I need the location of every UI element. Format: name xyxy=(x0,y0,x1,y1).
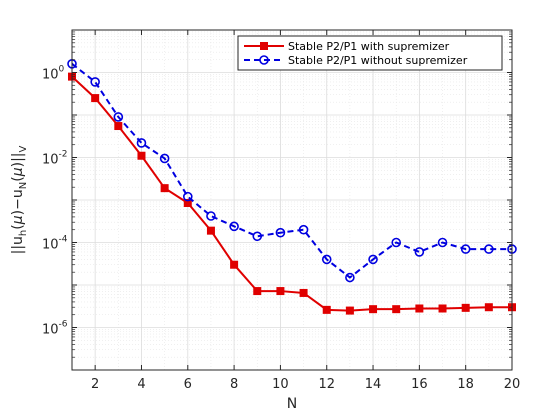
data-point xyxy=(90,77,100,87)
data-point xyxy=(392,305,401,314)
y-tick-label: 10-2 xyxy=(42,150,68,168)
data-point xyxy=(298,224,309,235)
data-point xyxy=(252,231,263,242)
y-tick-label: 10-6 xyxy=(42,320,68,338)
data-point xyxy=(136,138,147,148)
y-tick-labels: 100 10-2 10-4 10-6 xyxy=(42,65,68,338)
x-tick-label: 4 xyxy=(137,377,145,392)
x-tick-label: 14 xyxy=(365,377,382,392)
data-point xyxy=(484,303,493,312)
data-point xyxy=(160,184,169,193)
data-point xyxy=(369,305,378,314)
data-point xyxy=(182,191,193,202)
data-point xyxy=(229,221,239,232)
data-point xyxy=(114,122,123,131)
data-point xyxy=(137,151,146,160)
data-point xyxy=(414,247,425,257)
x-tick-label: 16 xyxy=(411,377,428,392)
data-point xyxy=(322,305,331,314)
data-point xyxy=(438,304,447,313)
data-point xyxy=(183,198,192,207)
legend-label-without-supremizer: Stable P2/P1 without supremizer xyxy=(288,54,468,67)
x-tick-label: 2 xyxy=(91,377,99,392)
x-tick-label: 12 xyxy=(318,377,335,392)
legend-box xyxy=(237,35,503,71)
data-point xyxy=(391,237,402,248)
data-point xyxy=(159,153,170,164)
data-point xyxy=(299,288,308,297)
data-point xyxy=(345,306,354,315)
data-point xyxy=(345,272,355,283)
data-point xyxy=(460,244,471,254)
data-point xyxy=(368,254,378,265)
legend-entry-without-supremizer xyxy=(244,55,284,65)
data-point xyxy=(206,211,216,221)
x-tick-label: 18 xyxy=(457,377,474,392)
major-grid xyxy=(72,29,513,371)
data-point xyxy=(437,237,448,248)
x-axis-label: N xyxy=(287,396,297,412)
data-point xyxy=(91,94,100,103)
legend-entry-with-supremizer xyxy=(244,42,284,50)
tick-marks xyxy=(72,29,513,371)
data-point xyxy=(484,244,494,254)
data-point xyxy=(206,226,215,235)
legend-marker xyxy=(260,42,268,50)
y-tick-label: 100 xyxy=(42,65,65,83)
legend-marker xyxy=(259,55,269,65)
x-tick-label: 6 xyxy=(184,377,192,392)
series-layer xyxy=(67,59,517,315)
data-point xyxy=(113,112,124,122)
x-tick-label: 8 xyxy=(230,377,238,392)
x-tick-label: 10 xyxy=(272,377,289,392)
data-point xyxy=(275,227,286,238)
x-tick-label: 20 xyxy=(504,377,521,392)
data-point xyxy=(461,303,470,312)
y-tick-label: 10-4 xyxy=(42,235,68,253)
data-point xyxy=(321,254,332,265)
data-point xyxy=(253,287,262,296)
data-point xyxy=(230,260,239,269)
data-point xyxy=(415,304,424,313)
legend: Stable P2/P1 with supremizer Stable P2/P… xyxy=(237,35,503,71)
y-axis-label: ||uh(μ)−uN(μ)||V xyxy=(10,145,29,254)
data-point xyxy=(276,287,285,296)
legend-label-with-supremizer: Stable P2/P1 with supremizer xyxy=(288,40,450,53)
x-tick-labels: 2 4 6 8 10 12 14 16 18 20 xyxy=(91,377,520,392)
